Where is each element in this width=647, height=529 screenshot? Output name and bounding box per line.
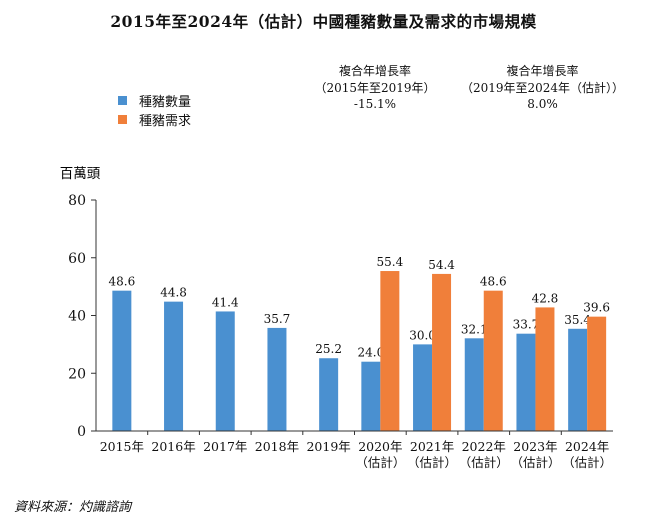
bar-demand (483, 290, 503, 431)
y-tick-label: 60 (68, 251, 86, 267)
data-label-demand: 55.4 (376, 255, 403, 269)
bar-demand (587, 316, 607, 431)
x-tick-label: 2022年 (462, 439, 506, 454)
data-label-supply: 48.6 (108, 275, 135, 289)
x-tick-label: 2019年 (306, 439, 350, 454)
legend-label-supply: 種豬數量 (139, 95, 192, 110)
legend: 種豬數量 種豬需求 (118, 91, 191, 129)
x-tick-label: 2023年 (513, 439, 557, 454)
data-label-supply: 35.4 (564, 313, 591, 327)
cagr-2019-2024: 複合年增長率 （2019年至2024年（估計）） 8.0% (445, 63, 640, 113)
data-label-supply: 30.0 (409, 328, 436, 342)
data-label-demand: 39.6 (583, 301, 610, 315)
x-tick-label: 2024年 (565, 439, 609, 454)
x-tick-label: （估計） (407, 455, 457, 470)
x-tick-label: 2017年 (203, 439, 247, 454)
cagr-period: （2015年至2019年） (314, 80, 436, 95)
legend-item-supply: 種豬數量 (118, 91, 191, 110)
legend-item-demand: 種豬需求 (118, 110, 191, 129)
cagr-2015-2019: 複合年增長率 （2015年至2019年） -15.1% (295, 63, 455, 113)
x-tick-label: 2020年 (358, 439, 402, 454)
x-tick-label: （估計） (459, 455, 509, 470)
data-label-supply: 25.2 (315, 342, 342, 356)
source-note: 資料來源：灼識諮詢 (14, 500, 132, 515)
data-label-supply: 44.8 (160, 286, 187, 300)
data-label-demand: 48.6 (480, 275, 507, 289)
legend-label-demand: 種豬需求 (139, 114, 192, 129)
cagr-value: 8.0% (527, 97, 558, 111)
cagr-header: 複合年增長率 (338, 64, 411, 78)
data-label-supply: 32.1 (461, 322, 488, 336)
bar-supply (215, 311, 235, 431)
data-label-supply: 24.0 (357, 346, 384, 360)
bar-supply (516, 333, 536, 431)
bar-supply (361, 361, 381, 431)
y-tick-label: 0 (77, 424, 86, 440)
bar-supply (267, 327, 287, 431)
x-tick-label: （估計） (562, 455, 612, 470)
x-tick-label: 2016年 (151, 439, 195, 454)
data-label-supply: 41.4 (212, 295, 239, 309)
data-label-supply: 33.7 (513, 318, 540, 332)
cagr-period: （2019年至2024年（估計）） (460, 80, 625, 95)
cagr-header: 複合年增長率 (506, 64, 579, 78)
bar-demand (380, 271, 400, 431)
bar-supply (464, 338, 484, 431)
bar-supply (112, 290, 132, 431)
data-label-demand: 42.8 (532, 291, 559, 305)
y-tick-label: 20 (68, 366, 86, 382)
data-label-demand: 54.4 (428, 258, 455, 272)
bar-supply (413, 344, 433, 431)
data-label-supply: 35.7 (264, 312, 291, 326)
y-axis-label: 百萬頭 (60, 166, 101, 182)
x-tick-label: （估計） (510, 455, 560, 470)
y-tick-label: 80 (68, 193, 86, 209)
cagr-value: -15.1% (353, 97, 397, 111)
bar-demand (535, 307, 555, 431)
legend-swatch-supply (118, 96, 127, 105)
bar-supply (568, 328, 588, 431)
x-tick-label: 2018年 (255, 439, 299, 454)
x-tick-label: 2021年 (410, 439, 454, 454)
x-tick-label: （估計） (355, 455, 405, 470)
bar-demand (432, 273, 452, 431)
x-tick-label: 2015年 (100, 439, 144, 454)
bar-supply (319, 358, 339, 431)
bar-supply (164, 301, 184, 431)
y-tick-label: 40 (68, 309, 86, 325)
legend-swatch-demand (118, 115, 127, 124)
chart-title: 2015年至2024年（估計）中國種豬數量及需求的市場規模 (110, 12, 537, 31)
